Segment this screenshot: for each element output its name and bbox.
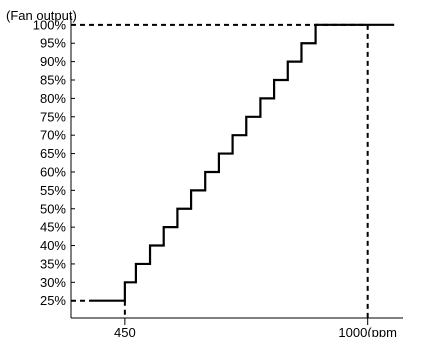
y-tick-label: 70%	[40, 128, 66, 143]
axes	[70, 16, 403, 319]
y-tick-label: 75%	[40, 109, 66, 124]
y-axis-label: (Fan output)	[6, 8, 77, 23]
y-tick-label: 95%	[40, 36, 66, 51]
x-tick-label: 1000(ppm	[338, 325, 397, 337]
y-tick-label: 55%	[40, 183, 66, 198]
y-tick-label: 25%	[40, 293, 66, 308]
y-tick-labels: 25% 30% 35% 40% 45% 50% 55% 60% 65% 70% 75% 80% 85% 9…	[33, 17, 75, 308]
y-tick-label: 85%	[40, 73, 66, 88]
y-tick-label: 60%	[40, 164, 66, 179]
y-tick-label: 30%	[40, 275, 66, 290]
y-tick-label: 45%	[40, 220, 66, 235]
y-tick-label: 35%	[40, 256, 66, 271]
y-tick-label: 80%	[40, 91, 66, 106]
y-tick-label: 40%	[40, 238, 66, 253]
x-tick-label: 450	[114, 325, 136, 337]
x-tick-labels: 450 1000(ppm	[114, 318, 397, 337]
series	[89, 23, 395, 302]
y-tick-label: 100%	[33, 17, 67, 32]
y-tick-label: 65%	[40, 146, 66, 161]
fan-output-step-line	[89, 23, 395, 302]
y-tick-label: 50%	[40, 201, 66, 216]
y-tick-label: 90%	[40, 54, 66, 69]
